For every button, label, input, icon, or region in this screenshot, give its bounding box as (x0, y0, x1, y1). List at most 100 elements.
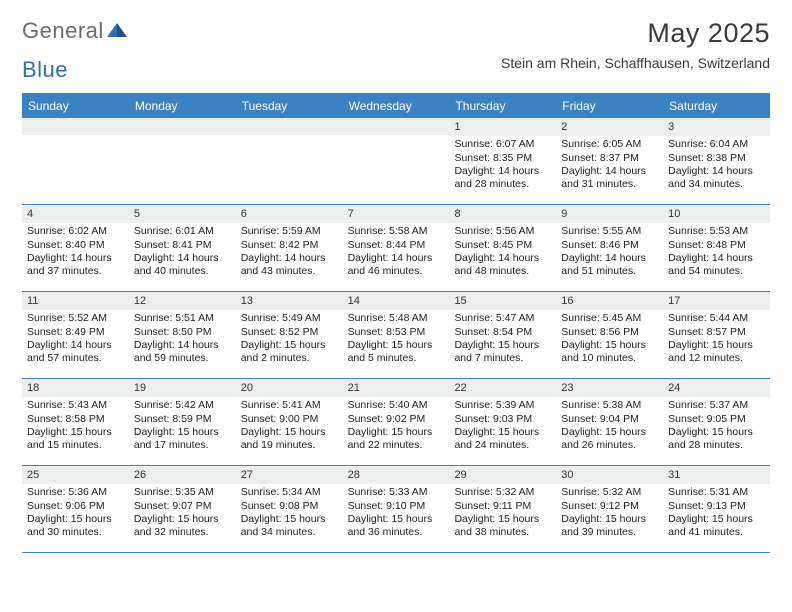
day-daylight2: and 32 minutes. (134, 526, 231, 539)
weekday-header: Sunday (22, 95, 129, 118)
day-daylight2: and 31 minutes. (561, 178, 658, 191)
day-number: 24 (663, 379, 770, 397)
day-details: Sunrise: 5:42 AMSunset: 8:59 PMDaylight:… (129, 397, 236, 456)
day-daylight1: Daylight: 15 hours (454, 426, 551, 439)
day-sunrise: Sunrise: 5:55 AM (561, 225, 658, 238)
day-daylight2: and 28 minutes. (454, 178, 551, 191)
day-cell (236, 118, 343, 204)
day-daylight2: and 37 minutes. (27, 265, 124, 278)
day-sunset: Sunset: 8:53 PM (348, 326, 445, 339)
day-sunrise: Sunrise: 5:59 AM (241, 225, 338, 238)
day-details: Sunrise: 5:32 AMSunset: 9:11 PMDaylight:… (449, 484, 556, 543)
day-number: 31 (663, 466, 770, 484)
day-number: 29 (449, 466, 556, 484)
day-cell: 31Sunrise: 5:31 AMSunset: 9:13 PMDayligh… (663, 466, 770, 552)
day-details: Sunrise: 5:47 AMSunset: 8:54 PMDaylight:… (449, 310, 556, 369)
day-daylight2: and 54 minutes. (668, 265, 765, 278)
day-number: 25 (22, 466, 129, 484)
day-sunrise: Sunrise: 5:35 AM (134, 486, 231, 499)
week-row: 25Sunrise: 5:36 AMSunset: 9:06 PMDayligh… (22, 466, 770, 553)
day-sunrise: Sunrise: 6:01 AM (134, 225, 231, 238)
day-details: Sunrise: 5:49 AMSunset: 8:52 PMDaylight:… (236, 310, 343, 369)
day-sunrise: Sunrise: 5:33 AM (348, 486, 445, 499)
day-sunrise: Sunrise: 5:52 AM (27, 312, 124, 325)
weekday-header: Friday (556, 95, 663, 118)
day-daylight1: Daylight: 15 hours (668, 426, 765, 439)
day-sunset: Sunset: 8:42 PM (241, 239, 338, 252)
day-sunrise: Sunrise: 5:32 AM (454, 486, 551, 499)
day-cell: 5Sunrise: 6:01 AMSunset: 8:41 PMDaylight… (129, 205, 236, 291)
day-details: Sunrise: 5:40 AMSunset: 9:02 PMDaylight:… (343, 397, 450, 456)
day-number: 12 (129, 292, 236, 310)
week-row: 18Sunrise: 5:43 AMSunset: 8:58 PMDayligh… (22, 379, 770, 466)
day-sunrise: Sunrise: 5:47 AM (454, 312, 551, 325)
day-daylight1: Daylight: 15 hours (668, 513, 765, 526)
day-cell: 12Sunrise: 5:51 AMSunset: 8:50 PMDayligh… (129, 292, 236, 378)
day-daylight1: Daylight: 15 hours (241, 339, 338, 352)
day-details: Sunrise: 5:48 AMSunset: 8:53 PMDaylight:… (343, 310, 450, 369)
day-daylight1: Daylight: 15 hours (27, 513, 124, 526)
day-cell (343, 118, 450, 204)
day-number: 10 (663, 205, 770, 223)
day-sunset: Sunset: 8:46 PM (561, 239, 658, 252)
day-sunset: Sunset: 9:04 PM (561, 413, 658, 426)
day-daylight1: Daylight: 14 hours (134, 252, 231, 265)
day-number: 6 (236, 205, 343, 223)
day-daylight2: and 57 minutes. (27, 352, 124, 365)
day-details: Sunrise: 5:41 AMSunset: 9:00 PMDaylight:… (236, 397, 343, 456)
day-sunset: Sunset: 9:07 PM (134, 500, 231, 513)
day-daylight1: Daylight: 15 hours (561, 339, 658, 352)
day-daylight2: and 26 minutes. (561, 439, 658, 452)
day-cell: 23Sunrise: 5:38 AMSunset: 9:04 PMDayligh… (556, 379, 663, 465)
day-details: Sunrise: 5:32 AMSunset: 9:12 PMDaylight:… (556, 484, 663, 543)
day-cell: 7Sunrise: 5:58 AMSunset: 8:44 PMDaylight… (343, 205, 450, 291)
day-daylight2: and 17 minutes. (134, 439, 231, 452)
day-daylight1: Daylight: 15 hours (454, 513, 551, 526)
day-sunset: Sunset: 8:48 PM (668, 239, 765, 252)
day-daylight1: Daylight: 15 hours (454, 339, 551, 352)
day-sunset: Sunset: 9:03 PM (454, 413, 551, 426)
day-number: 14 (343, 292, 450, 310)
day-daylight2: and 7 minutes. (454, 352, 551, 365)
day-daylight2: and 15 minutes. (27, 439, 124, 452)
day-daylight1: Daylight: 15 hours (561, 513, 658, 526)
day-details: Sunrise: 5:34 AMSunset: 9:08 PMDaylight:… (236, 484, 343, 543)
day-sunset: Sunset: 8:44 PM (348, 239, 445, 252)
day-number: 30 (556, 466, 663, 484)
day-details: Sunrise: 5:33 AMSunset: 9:10 PMDaylight:… (343, 484, 450, 543)
day-daylight2: and 41 minutes. (668, 526, 765, 539)
brand-part2: Blue (22, 57, 68, 82)
day-details: Sunrise: 5:58 AMSunset: 8:44 PMDaylight:… (343, 223, 450, 282)
day-details: Sunrise: 5:45 AMSunset: 8:56 PMDaylight:… (556, 310, 663, 369)
day-sunset: Sunset: 9:02 PM (348, 413, 445, 426)
week-row: 1Sunrise: 6:07 AMSunset: 8:35 PMDaylight… (22, 118, 770, 205)
day-sunset: Sunset: 8:45 PM (454, 239, 551, 252)
day-cell: 25Sunrise: 5:36 AMSunset: 9:06 PMDayligh… (22, 466, 129, 552)
day-sunset: Sunset: 8:56 PM (561, 326, 658, 339)
day-daylight1: Daylight: 14 hours (241, 252, 338, 265)
day-sunset: Sunset: 9:00 PM (241, 413, 338, 426)
day-sunrise: Sunrise: 5:37 AM (668, 399, 765, 412)
day-daylight1: Daylight: 15 hours (348, 513, 445, 526)
day-cell: 2Sunrise: 6:05 AMSunset: 8:37 PMDaylight… (556, 118, 663, 204)
day-details: Sunrise: 5:53 AMSunset: 8:48 PMDaylight:… (663, 223, 770, 282)
day-daylight1: Daylight: 15 hours (348, 339, 445, 352)
day-details: Sunrise: 5:52 AMSunset: 8:49 PMDaylight:… (22, 310, 129, 369)
day-number: 3 (663, 118, 770, 136)
day-cell: 17Sunrise: 5:44 AMSunset: 8:57 PMDayligh… (663, 292, 770, 378)
day-cell: 28Sunrise: 5:33 AMSunset: 9:10 PMDayligh… (343, 466, 450, 552)
day-sunrise: Sunrise: 5:31 AM (668, 486, 765, 499)
day-cell: 16Sunrise: 5:45 AMSunset: 8:56 PMDayligh… (556, 292, 663, 378)
day-cell: 18Sunrise: 5:43 AMSunset: 8:58 PMDayligh… (22, 379, 129, 465)
day-number: 7 (343, 205, 450, 223)
day-daylight1: Daylight: 15 hours (27, 426, 124, 439)
day-details: Sunrise: 5:56 AMSunset: 8:45 PMDaylight:… (449, 223, 556, 282)
day-daylight2: and 10 minutes. (561, 352, 658, 365)
day-sunset: Sunset: 8:40 PM (27, 239, 124, 252)
day-details: Sunrise: 5:44 AMSunset: 8:57 PMDaylight:… (663, 310, 770, 369)
day-sunrise: Sunrise: 5:42 AM (134, 399, 231, 412)
day-daylight2: and 2 minutes. (241, 352, 338, 365)
day-sunrise: Sunrise: 6:02 AM (27, 225, 124, 238)
day-daylight1: Daylight: 15 hours (134, 426, 231, 439)
day-sunset: Sunset: 9:05 PM (668, 413, 765, 426)
